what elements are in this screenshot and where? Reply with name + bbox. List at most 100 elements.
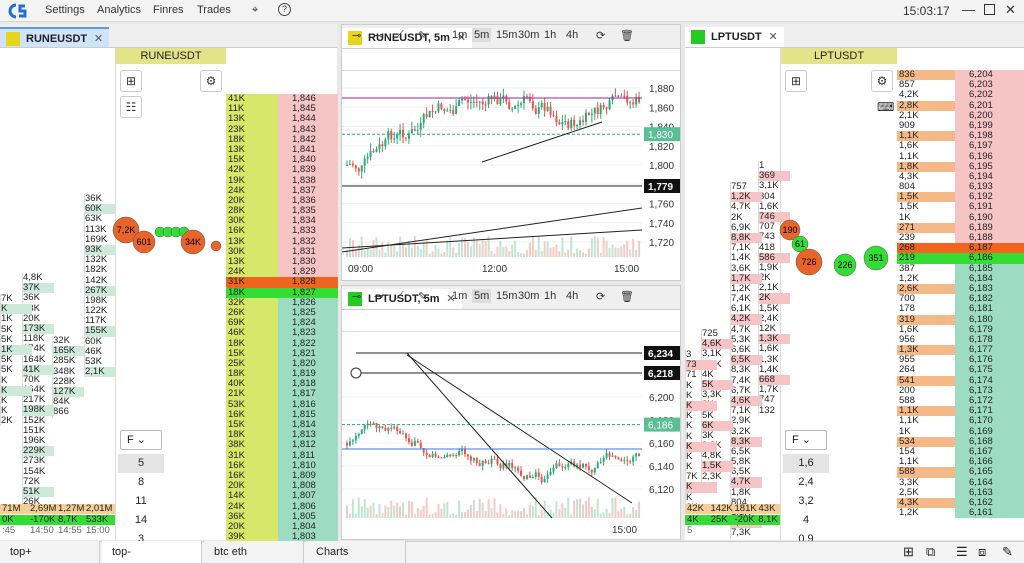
ladder-price[interactable]: 6,184 (955, 273, 1024, 284)
tf-4h[interactable]: 4h (566, 290, 579, 302)
tf-1h[interactable]: 1h (544, 29, 557, 41)
ladder-price[interactable]: 6,199 (955, 120, 1024, 132)
ladder-price[interactable]: 6,200 (955, 110, 1024, 121)
ladder-price[interactable]: 6,194 (955, 171, 1024, 183)
add-window-icon[interactable]: ⊞ (903, 544, 914, 559)
ladder-price[interactable]: 1,841 (278, 144, 338, 156)
line-tool-icon[interactable]: ⊸ (374, 30, 384, 42)
tf-5m[interactable]: 5m (472, 289, 492, 303)
ladder-price[interactable]: 6,190 (955, 212, 1024, 223)
ladder-price[interactable]: 6,198 (955, 131, 1024, 142)
trash-icon[interactable]: 🗑 (620, 30, 634, 42)
ladder-price[interactable]: 6,183 (955, 283, 1024, 295)
menu-finres[interactable]: Finres (153, 4, 184, 16)
ladder-price[interactable]: 6,164 (955, 477, 1024, 488)
ladder-price[interactable]: 1,823 (278, 328, 338, 339)
ladder-price[interactable]: 1,830 (278, 257, 338, 268)
pencil-tool-icon[interactable]: ✎ (418, 30, 428, 42)
ladder-price[interactable]: 6,193 (955, 182, 1024, 193)
tab-chart-lptusdt[interactable]: LPTUSDT, 5m ✕ (342, 289, 462, 309)
ladder-price[interactable]: 6,192 (955, 192, 1024, 203)
ladder-price[interactable]: 1,804 (278, 521, 338, 533)
list-icon[interactable]: ☰ (956, 544, 968, 559)
ladder-price[interactable]: 1,816 (278, 399, 338, 410)
ladder-price[interactable]: 6,189 (955, 222, 1024, 233)
ladder-price[interactable]: 6,191 (955, 202, 1024, 213)
tab-chart-runeusdt[interactable]: RUNEUSDT, 5m ✕ (342, 28, 472, 48)
pencil-layout-icon[interactable]: ✎ (1002, 544, 1013, 559)
menu-settings[interactable]: Settings (45, 4, 85, 16)
ladder-price[interactable]: 6,170 (955, 416, 1024, 427)
chart1-canvas[interactable]: 1,8801,8601,8401,8201,8001,7801,7601,740… (342, 72, 680, 277)
ladder-price[interactable]: 1,809 (278, 470, 338, 482)
ladder-price[interactable]: 6,179 (955, 324, 1024, 335)
ladder-price[interactable]: 1,814 (278, 420, 338, 431)
ladder-price[interactable]: 6,175 (955, 365, 1024, 376)
ladder-price[interactable]: 1,808 (278, 481, 338, 492)
settings-gear-icon[interactable]: ⚙ (200, 70, 222, 92)
ladder-price[interactable]: 6,201 (955, 100, 1024, 111)
ray-tool-icon[interactable]: ⊸ (352, 30, 362, 42)
ladder-price[interactable]: 1,821 (278, 348, 338, 359)
trash-icon[interactable]: 🗑 (620, 291, 634, 303)
line-tool-icon[interactable]: ⊸ (374, 291, 384, 303)
filter-dropdown[interactable]: F ⌄ (785, 430, 827, 450)
ladder-price[interactable]: 1,834 (278, 216, 338, 227)
tf-15m[interactable]: 15m (496, 290, 518, 302)
close-tab-icon[interactable]: ✕ (93, 33, 104, 45)
tab-runeusdt[interactable]: RUNEUSDT ✕ (0, 27, 110, 47)
ladder-price[interactable]: 1,820 (278, 358, 338, 370)
chart2-canvas[interactable]: 6,2006,1806,1606,1406,1206,18615:006,234… (342, 333, 680, 538)
ladder-price[interactable]: 6,173 (955, 385, 1024, 396)
filter-option[interactable]: 5 (118, 454, 164, 473)
filter-option[interactable]: 1,6 (783, 454, 829, 473)
bottom-tab-charts[interactable]: Charts (306, 541, 406, 563)
ladder-price[interactable]: 6,176 (955, 355, 1024, 366)
ladder-price[interactable]: 1,827 (278, 287, 338, 298)
ladder-price[interactable]: 1,831 (278, 246, 338, 257)
ladder-price[interactable]: 1,832 (278, 236, 338, 247)
ladder-price[interactable]: 1,807 (278, 491, 338, 502)
bottom-tab-btc-eth[interactable]: btc eth (204, 541, 304, 563)
ladder-price[interactable]: 1,812 (278, 440, 338, 451)
pin-off-icon[interactable]: ⌖ (252, 4, 259, 16)
drawing-handle[interactable] (350, 367, 362, 379)
ladder-price[interactable]: 6,174 (955, 375, 1024, 386)
settings-gear-icon[interactable]: ⚙ (871, 70, 893, 92)
close-window-icon[interactable]: ✕ (1005, 2, 1016, 17)
ladder-price[interactable]: 6,182 (955, 294, 1024, 305)
ladder-price[interactable]: 1,829 (278, 267, 338, 278)
ladder-price[interactable]: 1,810 (278, 460, 338, 471)
tf-30m[interactable]: 30m (518, 29, 540, 41)
tf-4h[interactable]: 4h (566, 29, 579, 41)
ladder-price[interactable]: 6,167 (955, 446, 1024, 458)
ladder-price[interactable]: 6,204 (955, 70, 1024, 81)
ladder-price[interactable]: 1,845 (278, 104, 338, 115)
ladder-price[interactable]: 6,197 (955, 141, 1024, 152)
ladder-price[interactable]: 6,172 (955, 396, 1024, 407)
minimize-icon[interactable]: — (962, 2, 975, 17)
ladder-price[interactable]: 1,824 (278, 318, 338, 329)
ladder-price[interactable]: 6,168 (955, 436, 1024, 447)
ladder-price[interactable]: 1,839 (278, 165, 338, 176)
refresh-icon[interactable]: ⟳ (596, 30, 606, 42)
ladder-price[interactable]: 1,803 (278, 532, 338, 543)
filter-dropdown[interactable]: F ⌄ (120, 430, 162, 450)
help-icon[interactable]: ? (278, 3, 291, 16)
refresh-icon[interactable]: ⟳ (596, 291, 606, 303)
filter-option[interactable]: 3 (137, 533, 145, 545)
trend-tool-icon[interactable]: ⟋ (396, 290, 404, 302)
ladder-price[interactable]: 1,818 (278, 379, 338, 390)
ladder-price[interactable]: 1,833 (278, 226, 338, 237)
ladder-price[interactable]: 1,840 (278, 155, 338, 166)
ladder-price[interactable]: 1,822 (278, 338, 338, 349)
filter-option[interactable]: 14 (134, 514, 148, 526)
ladder-price[interactable]: 1,828 (278, 277, 338, 288)
ladder-price[interactable]: 6,203 (955, 80, 1024, 91)
tab-lptusdt[interactable]: LPTUSDT ✕ (685, 27, 784, 47)
tf-15m[interactable]: 15m (496, 29, 518, 41)
ladder-price[interactable]: 1,837 (278, 185, 338, 196)
filter-option[interactable]: 3,2 (798, 495, 814, 507)
pencil-tool-icon[interactable]: ✎ (418, 291, 428, 303)
ladder-price[interactable]: 6,166 (955, 457, 1024, 468)
